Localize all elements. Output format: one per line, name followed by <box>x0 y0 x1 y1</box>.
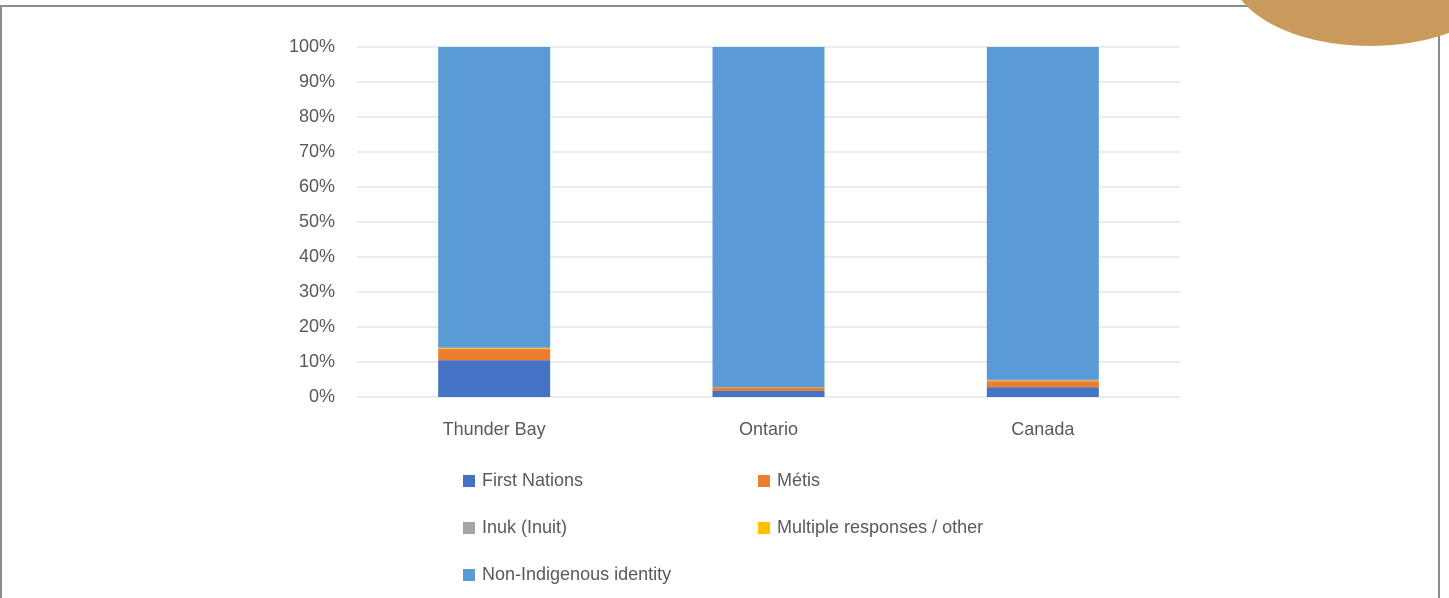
legend-label: Métis <box>777 470 820 490</box>
legend-label: Multiple responses / other <box>777 517 983 537</box>
legend-swatch <box>463 522 475 534</box>
bar-segment <box>986 47 1099 380</box>
bar-segment <box>712 387 825 391</box>
y-tick-label: 80% <box>299 106 335 126</box>
frame <box>0 5 1440 598</box>
legend-swatch <box>758 475 770 487</box>
y-tick-label: 40% <box>299 246 335 266</box>
corner-photo <box>1241 0 1449 46</box>
legend-swatch <box>758 522 770 534</box>
y-tick-label: 10% <box>299 351 335 371</box>
bar-segment <box>438 47 551 348</box>
y-tick-label: 50% <box>299 211 335 231</box>
legend-swatch <box>463 569 475 581</box>
legend-label: First Nations <box>482 470 583 490</box>
x-tick-label: Thunder Bay <box>443 419 546 439</box>
y-tick-label: 30% <box>299 281 335 301</box>
x-tick-label: Canada <box>1011 419 1075 439</box>
bar-segment <box>438 360 551 397</box>
y-tick-label: 70% <box>299 141 335 161</box>
y-tick-label: 90% <box>299 71 335 91</box>
x-tick-label: Ontario <box>739 419 798 439</box>
legend-label: Non-Indigenous identity <box>482 564 671 584</box>
bar-segment <box>712 390 825 397</box>
y-tick-label: 100% <box>289 36 335 56</box>
y-tick-label: 20% <box>299 316 335 336</box>
bar-segment <box>712 47 825 388</box>
y-tick-label: 0% <box>309 386 335 406</box>
bar-segment <box>986 381 1099 388</box>
legend-swatch <box>463 475 475 487</box>
y-tick-label: 60% <box>299 176 335 196</box>
bar-segment <box>986 380 1099 382</box>
bar-segment <box>986 387 1099 397</box>
bar-segment <box>986 379 1099 381</box>
legend-label: Inuk (Inuit) <box>482 517 567 537</box>
bar-segment <box>438 347 551 349</box>
bar-segment <box>438 349 551 361</box>
